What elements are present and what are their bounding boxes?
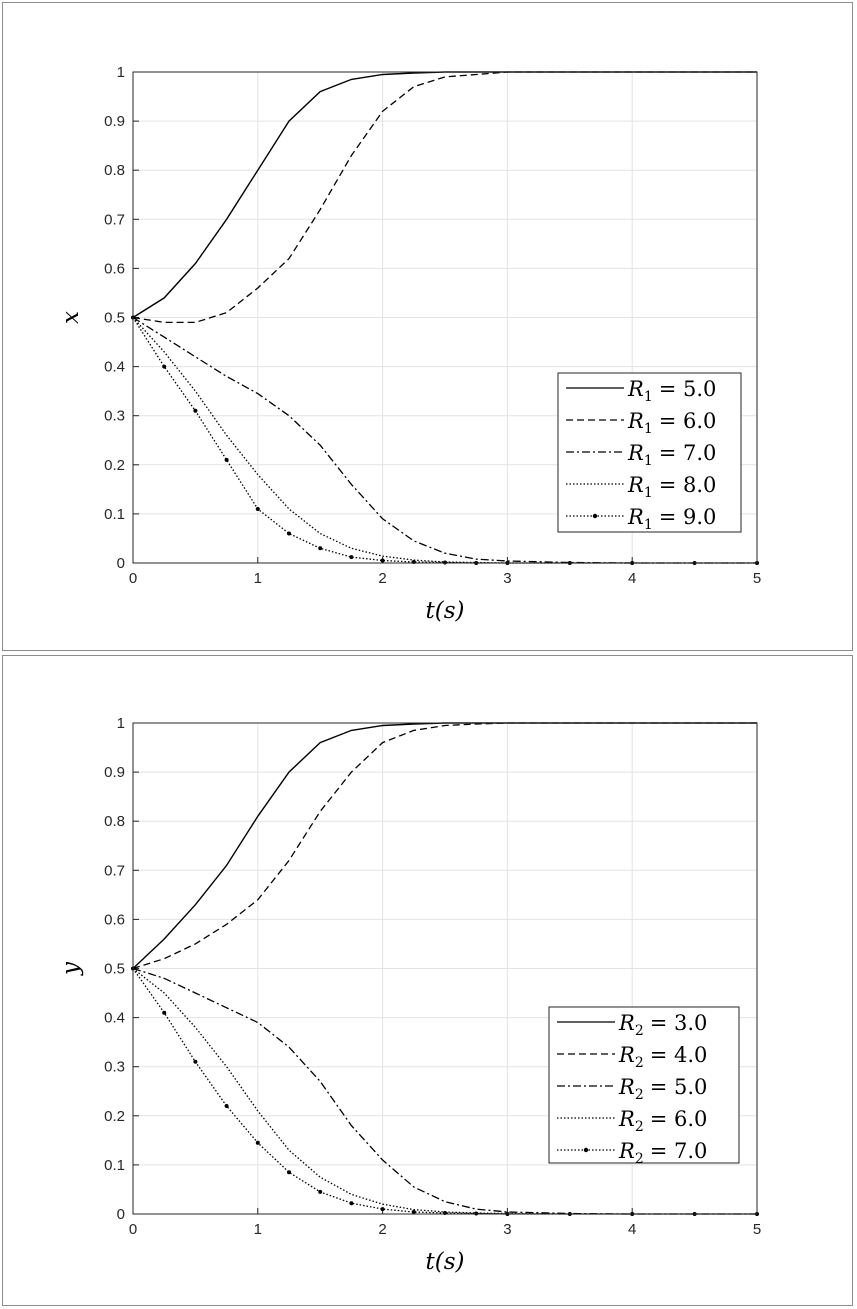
series-line-4	[132, 967, 757, 1215]
x-tick-label: 3	[503, 570, 511, 587]
y-tick-label: 0.6	[104, 260, 125, 277]
series-marker	[411, 1210, 416, 1215]
series-marker	[255, 506, 260, 511]
chart-panel-y: 0 1 2 3 4 5 0 0.1 0.2 0.3 0.4 0.5 0.6 0.7 0.8 0.9 1 t(s) y…	[2, 655, 853, 1306]
y-tick-label: 0.5	[104, 310, 125, 327]
x-tick-label: 3	[503, 1221, 511, 1238]
y-tick-label: 0.7	[104, 211, 125, 228]
y-tick-label: 0	[117, 1206, 125, 1223]
series-marker	[380, 1207, 385, 1212]
y-tick-label: 1	[117, 64, 125, 81]
legend-entry-5: R1 = 9.0	[627, 505, 716, 533]
series-marker	[162, 364, 167, 369]
y-tick-label: 0.3	[104, 1059, 125, 1076]
series-marker	[193, 408, 198, 413]
chart-panel-x: 0 1 2 3 4 5 0 0.1 0.2 0.3 0.4 0.5 0.6 0.7 0.8 0.9 1 t(s) x…	[2, 2, 853, 651]
series-line-2	[132, 71, 757, 324]
legend-entry-1: R2 = 3.0	[618, 1011, 707, 1039]
series-line-3	[132, 316, 757, 564]
legend: R1 = 5.0 R1 = 6.0 R1 = 7.0 R1 = 8.0 R1 = 9.0	[557, 372, 742, 533]
y-axis-label: y	[58, 961, 84, 976]
y-tick-label: 0.9	[104, 113, 125, 130]
series-marker	[255, 1140, 260, 1145]
x-axis-label: t(s)	[426, 1249, 465, 1275]
legend-entry-3: R1 = 7.0	[627, 441, 716, 469]
y-tick-label: 0.1	[104, 506, 125, 523]
legend-marker	[592, 513, 598, 519]
x-tick-label: 5	[753, 570, 761, 587]
series-marker	[380, 558, 385, 563]
series-marker	[224, 1103, 229, 1108]
y-tick-label: 0.5	[104, 961, 125, 978]
x-tick-label: 5	[753, 1221, 761, 1238]
x-tick-label: 4	[628, 570, 636, 587]
y-tick-label: 0.8	[104, 162, 125, 179]
y-tick-label: 0.2	[104, 457, 125, 474]
chart-y-vs-t: 0 1 2 3 4 5 0 0.1 0.2 0.3 0.4 0.5 0.6 0.7 0.8 0.9 1 t(s) y…	[58, 715, 761, 1275]
y-axis-label: x	[58, 311, 84, 324]
x-tick-label: 4	[628, 1221, 636, 1238]
y-tick-label: 0.4	[104, 1010, 125, 1027]
series-marker	[193, 1059, 198, 1064]
y-tick-label: 0	[117, 555, 125, 572]
legend-entry-5: R2 = 7.0	[618, 1139, 707, 1167]
x-axis-label: t(s)	[426, 598, 465, 624]
series-marker	[287, 1170, 291, 1175]
series-marker	[349, 1201, 354, 1206]
legend-entry-1: R1 = 5.0	[627, 377, 716, 405]
legend-box	[548, 1006, 740, 1164]
y-tick-label: 0.3	[104, 408, 125, 425]
x-tick-label: 2	[378, 1221, 386, 1238]
legend-entry-4: R1 = 8.0	[627, 473, 716, 501]
series-marker	[287, 531, 291, 536]
series-marker	[224, 457, 229, 462]
y-tick-label: 0.4	[104, 359, 125, 376]
x-tick-label: 1	[254, 1221, 262, 1238]
y-tick-label: 1	[117, 715, 125, 732]
y-tick-label: 0.2	[104, 1108, 125, 1125]
x-tick-label: 0	[129, 570, 137, 587]
y-tick-label: 0.8	[104, 813, 125, 830]
series-marker	[349, 555, 354, 560]
series-line-4	[132, 317, 757, 564]
x-tick-label: 0	[129, 1221, 137, 1238]
series-marker	[162, 1010, 167, 1015]
chart-x-vs-t: 0 1 2 3 4 5 0 0.1 0.2 0.3 0.4 0.5 0.6 0.7 0.8 0.9 1 t(s) x…	[58, 64, 761, 624]
axes-box	[132, 71, 758, 564]
x-tick-label: 2	[378, 570, 386, 587]
legend-marker	[583, 1147, 589, 1153]
legend-entry-2: R1 = 6.0	[627, 409, 716, 437]
series-marker	[318, 1189, 323, 1194]
series-marker	[318, 546, 323, 551]
x-tick-label: 1	[254, 570, 262, 587]
axes-box	[132, 722, 758, 1215]
y-tick-label: 0.6	[104, 911, 125, 928]
legend-entry-4: R2 = 6.0	[618, 1107, 707, 1135]
legend: R2 = 3.0 R2 = 4.0 R2 = 5.0 R2 = 6.0 R2 = 7.0	[548, 1006, 740, 1167]
y-tick-label: 0.1	[104, 1157, 125, 1174]
legend-entry-3: R2 = 5.0	[618, 1075, 707, 1103]
y-tick-label: 0.7	[104, 862, 125, 879]
y-tick-label: 0.9	[104, 764, 125, 781]
legend-entry-2: R2 = 4.0	[618, 1043, 707, 1071]
